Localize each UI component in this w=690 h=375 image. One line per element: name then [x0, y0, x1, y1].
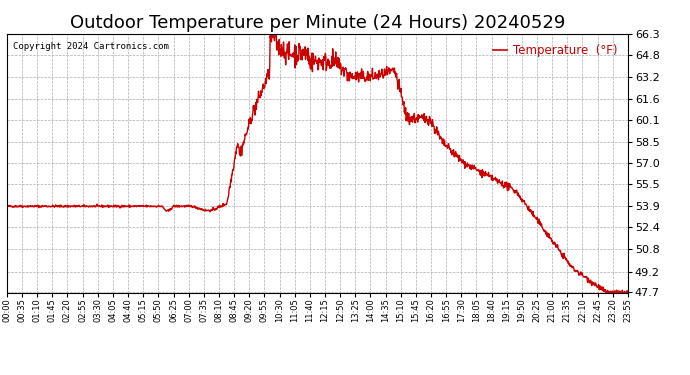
Text: Copyright 2024 Cartronics.com: Copyright 2024 Cartronics.com [13, 42, 169, 51]
Title: Outdoor Temperature per Minute (24 Hours) 20240529: Outdoor Temperature per Minute (24 Hours… [70, 14, 565, 32]
Legend: Temperature  (°F): Temperature (°F) [488, 40, 622, 62]
